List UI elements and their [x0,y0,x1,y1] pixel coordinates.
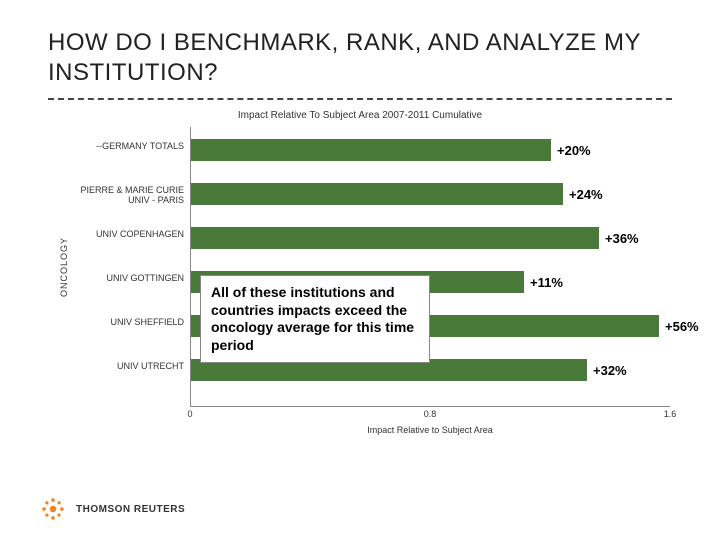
chart-area: ONCOLOGY --GERMANY TOTALS PIERRE & MARIE … [48,127,672,407]
slide: HOW DO I BENCHMARK, RANK, AND ANALYZE MY… [0,0,720,540]
plot-area: +20%+24%+36%+11%+56%+32% [190,127,670,407]
x-tick: 0.8 [424,409,437,419]
callout-text: All of these institutions and countries … [211,284,414,353]
bar [191,139,551,161]
y-axis-group-label: ONCOLOGY [59,237,69,297]
bar-value-label: +36% [605,227,639,249]
bar-value-label: +11% [530,271,563,293]
category-label: UNIV COPENHAGEN [80,229,190,239]
bar [191,183,563,205]
x-axis-label: Impact Relative to Subject Area [190,425,670,435]
callout-box: All of these institutions and countries … [200,275,430,363]
category-label: PIERRE & MARIE CURIE UNIV - PARIS [80,185,190,205]
category-label: UNIV SHEFFIELD [80,317,190,327]
footer: THOMSON REUTERS [40,496,185,522]
bar-row: +24% [191,179,670,209]
x-tick: 1.6 [664,409,677,419]
bar-value-label: +32% [593,359,627,381]
bar-row: +36% [191,223,670,253]
bar-row: +20% [191,135,670,165]
x-tick: 0 [187,409,192,419]
category-label: --GERMANY TOTALS [80,141,190,151]
bar-value-label: +20% [557,139,591,161]
y-axis-group: ONCOLOGY [48,127,80,407]
page-title: HOW DO I BENCHMARK, RANK, AND ANALYZE MY… [48,28,672,94]
category-label: UNIV GOTTINGEN [80,273,190,283]
brand-logo-icon [40,496,66,522]
category-labels: --GERMANY TOTALS PIERRE & MARIE CURIE UNI… [80,127,190,407]
chart-title: Impact Relative To Subject Area 2007-201… [48,110,672,121]
x-axis: 00.81.6 [190,409,670,425]
category-label: UNIV UTRECHT [80,361,190,371]
brand-name: THOMSON REUTERS [76,504,185,515]
title-underline [48,98,672,100]
bar-value-label: +24% [569,183,603,205]
bar [191,227,599,249]
bar-value-label: +56% [665,315,699,337]
